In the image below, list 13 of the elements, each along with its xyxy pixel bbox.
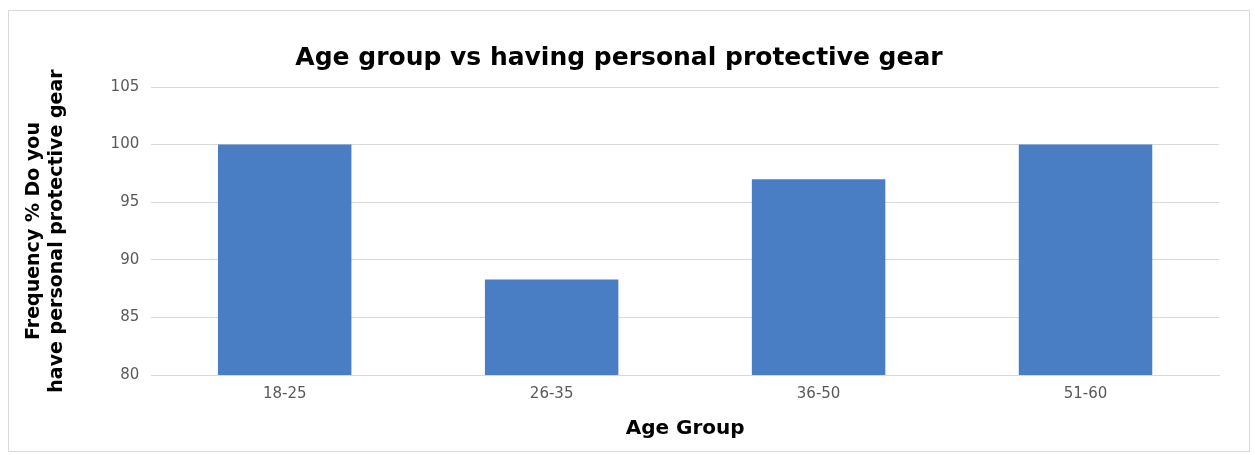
y-tick-label: 100 — [110, 134, 140, 153]
x-tick-label: 18-25 — [262, 383, 307, 402]
chart-title: Age group vs having personal protective gear — [295, 41, 944, 71]
y-tick-label: 85 — [120, 307, 140, 326]
y-tick-label: 90 — [120, 249, 140, 268]
x-tick-label: 36-50 — [796, 383, 841, 402]
y-tick-label: 80 — [120, 364, 140, 383]
x-tick-label: 51-60 — [1063, 383, 1108, 402]
y-tick-label: 95 — [120, 192, 140, 211]
y-axis-title: Frequency % Do you have personal protective gear — [21, 68, 67, 393]
x-axis-title: Age Group — [625, 415, 745, 440]
x-tick-label: 26-35 — [529, 383, 574, 402]
y-tick-label: 105 — [110, 76, 140, 95]
